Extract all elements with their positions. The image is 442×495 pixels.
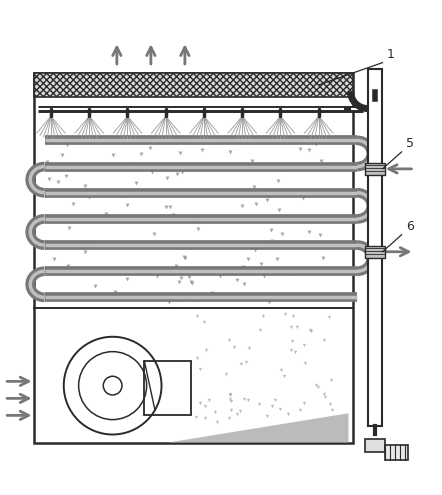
Bar <box>365 246 385 258</box>
Bar <box>365 163 385 175</box>
Bar <box>34 73 353 443</box>
Bar <box>145 361 191 415</box>
Text: 1: 1 <box>387 48 395 60</box>
Bar <box>34 73 353 97</box>
Bar <box>366 439 385 451</box>
Bar <box>385 445 408 460</box>
Bar <box>368 69 382 426</box>
Text: 6: 6 <box>406 220 414 233</box>
Text: 5: 5 <box>406 137 414 150</box>
Polygon shape <box>168 413 348 443</box>
